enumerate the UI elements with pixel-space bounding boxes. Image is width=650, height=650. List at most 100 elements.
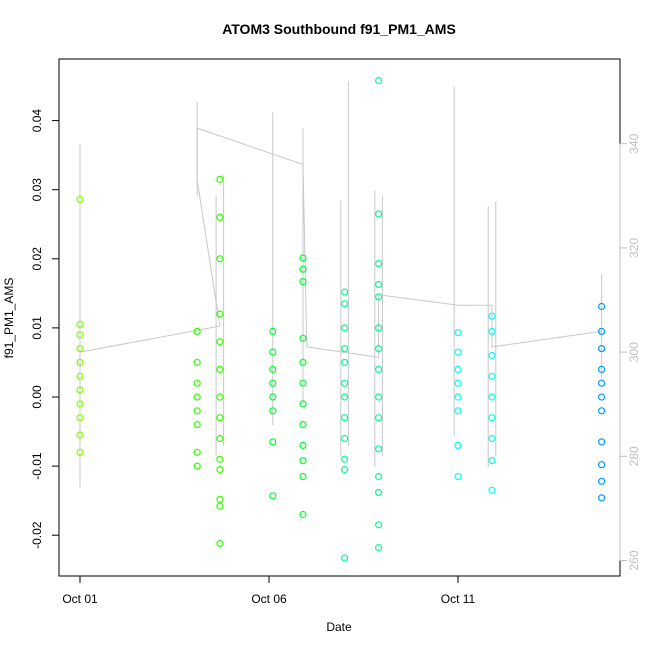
data-point [299,334,307,342]
data-point [341,324,349,332]
chart-title: ATOM3 Southbound f91_PM1_AMS [222,21,456,37]
data-point [299,379,307,387]
data-point [269,492,277,500]
data-point [216,539,224,548]
data-point [341,288,349,296]
plot-frame [58,58,621,577]
data-point [454,441,462,449]
data-point [375,365,383,373]
x-tick-label: Oct 01 [62,592,98,606]
data-point [76,448,84,456]
data-point [597,477,606,485]
bottom-axis: Oct 01 Oct 06 Oct 11 [62,575,476,606]
data-point [269,365,277,373]
data-point [76,431,84,439]
data-point [375,210,383,218]
data-point [375,445,383,453]
data-point [216,338,224,346]
data-point [193,358,201,366]
data-point [193,393,201,401]
data-point [341,434,349,443]
data-point [375,76,383,85]
data-point [597,494,606,502]
data-point [299,441,307,449]
data-point [488,414,496,422]
data-point [488,312,496,320]
left-axis: -0.02 -0.01 0.00 0.01 0.02 0.03 0.04 [30,109,60,549]
data-point [597,461,606,469]
data-point [269,438,277,446]
data-point [216,502,224,510]
data-point [193,462,201,470]
data-point [488,457,496,465]
data-point [488,393,496,401]
y-tick-label: -0.02 [30,521,44,549]
data-point [216,255,224,263]
data-point [454,472,462,481]
data-point [488,434,496,443]
y-tick-label: 0.01 [30,316,44,340]
y2-tick-label: 340 [627,133,641,153]
y-axis-label: f91_PM1_AMS [2,278,16,359]
data-point [216,495,224,503]
data-point [269,393,277,401]
data-point [341,393,349,401]
data-point [375,472,383,481]
data-point [597,407,606,415]
y-tick-label: 0.02 [30,247,44,271]
data-point [193,327,201,335]
data-point [597,393,606,401]
data-point [454,329,462,337]
data-point [597,365,606,373]
data-point [597,327,606,335]
data-point [76,320,84,328]
y-tick-label: 0.00 [30,385,44,409]
data-point [375,414,383,422]
data-point [269,407,277,415]
data-point [269,327,277,335]
data-point [299,254,307,262]
data-point [341,358,349,366]
y-tick-label: 0.03 [30,178,44,202]
data-point [488,351,496,360]
data-point [193,379,201,387]
data-point [597,438,606,446]
data-point [76,414,84,422]
data-point [299,278,307,286]
data-point [216,310,224,318]
data-point [341,466,349,474]
data-point [76,400,84,408]
reference-line-series [79,81,603,488]
data-point [76,386,84,394]
data-point [193,448,201,456]
data-point [216,365,224,373]
y2-tick-label: 280 [627,446,641,466]
data-point [488,372,496,380]
data-point [299,457,307,465]
y-tick-label: -0.01 [30,452,44,480]
data-point [375,543,383,552]
data-point [488,486,496,494]
data-point [216,455,224,463]
data-point [597,345,606,353]
data-point [299,472,307,481]
data-point [375,260,383,268]
data-point [597,379,606,387]
data-point [454,407,462,415]
data-point [193,407,201,415]
data-point [76,331,84,339]
x-tick-label: Oct 06 [251,592,287,606]
data-point [341,345,349,353]
data-point [299,358,307,366]
reference-trace [79,127,602,358]
data-point [375,345,383,353]
data-point [216,434,224,443]
data-point [375,324,383,332]
data-point [375,488,383,496]
data-point [375,521,383,529]
data-point [341,414,349,422]
data-point [216,414,224,422]
data-point [76,195,84,203]
data-point [341,554,349,562]
